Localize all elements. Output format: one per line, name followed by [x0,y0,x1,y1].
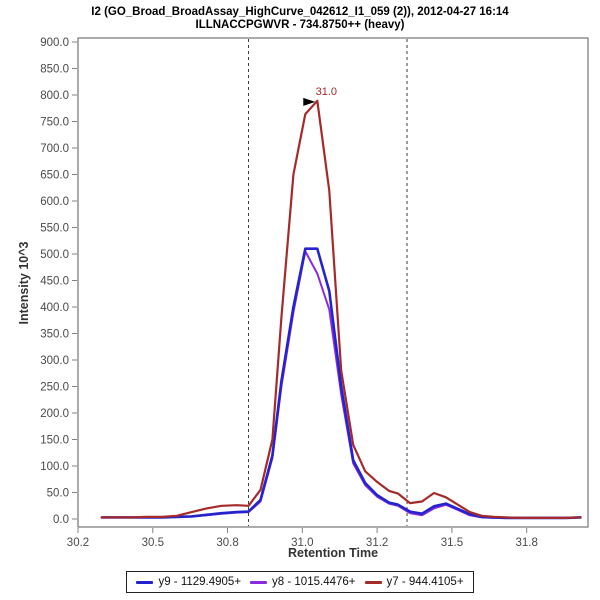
y-tick-label: 150.0 [40,435,69,447]
x-tick-label: 30.5 [142,537,164,549]
x-axis-title: Retention Time [287,546,379,560]
y-tick-label: 800.0 [40,90,69,102]
y-tick-label: 750.0 [40,117,69,129]
legend: y9 - 1129.4905+ y8 - 1015.4476+ y7 - 944… [126,571,474,593]
y-axis-title: Intensity 10^3 [17,241,31,325]
series-line-y9[interactable] [100,247,582,520]
x-tick-label: 30.8 [216,537,238,549]
peak-rt-annotation[interactable]: 31.0 [316,86,337,98]
y-tick-label: 650.0 [40,170,69,182]
y-tick-label: 900.0 [40,37,69,49]
x-tick-label: 31.2 [366,537,388,549]
peak-id-arrow-icon [303,97,316,106]
y-tick-label: 50.0 [47,488,69,500]
y-tick-label: 350.0 [40,329,69,341]
x-tick-label: 31.5 [441,537,463,549]
x-tick-label: 31.0 [291,537,313,549]
y-tick-label: 300.0 [40,355,69,367]
y-tick-label: 850.0 [40,64,69,76]
y-tick-label: 250.0 [40,382,69,394]
y9-color-swatch [136,580,154,584]
plot-frame [77,37,589,528]
legend-label-y7: y7 - 944.4105+ [386,576,464,588]
legend-item-y8: y8 - 1015.4476+ [250,576,356,588]
y-tick-label: 100.0 [40,461,69,473]
chart-subtitle: ILLNACCPGWVR - 734.8750++ (heavy) [195,19,405,31]
y-tick-label: 600.0 [40,196,69,208]
x-tick-label: 30.2 [67,537,89,549]
legend-label-y9: y9 - 1129.4905+ [158,576,242,588]
y-tick-label: 400.0 [40,302,69,314]
y-tick-label: 550.0 [40,223,69,235]
chart-title: I2 (GO_Broad_BroadAssay_HighCurve_042612… [91,6,509,18]
y7-color-swatch [364,580,382,584]
legend-item-y7: y7 - 944.4105+ [364,576,464,588]
legend-label-y8: y8 - 1015.4476+ [272,576,356,588]
y-tick-label: 500.0 [40,249,69,261]
chart-header: I2 (GO_Broad_BroadAssay_HighCurve_042612… [0,5,600,32]
y-tick-label: 0.0 [53,514,69,526]
y-tick-label: 200.0 [40,408,69,420]
y-tick-label: 450.0 [40,276,69,288]
y-tick-label: 700.0 [40,143,69,155]
series-line-y7[interactable] [100,99,582,520]
legend-item-y9: y9 - 1129.4905+ [136,576,241,588]
y8-color-swatch [250,580,268,584]
x-tick-label: 31.8 [515,537,537,549]
